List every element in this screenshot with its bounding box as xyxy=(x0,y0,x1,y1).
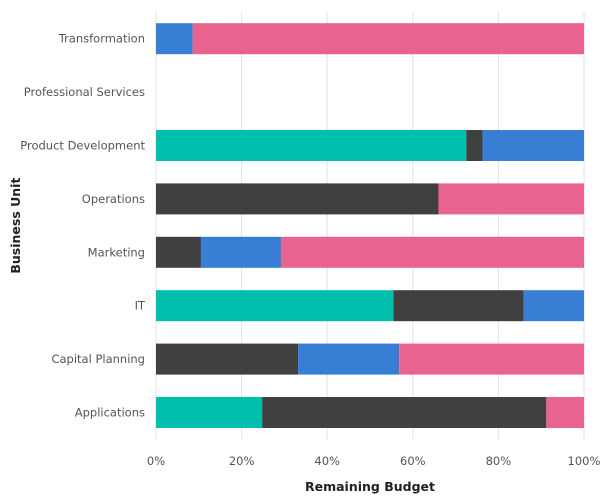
x-tick-0: 0% xyxy=(147,454,165,468)
bar-applications-series-2 xyxy=(262,397,547,428)
bar-product-development-series-2 xyxy=(466,130,483,161)
y-tick-labels: Transformation Professional Services Produ… xyxy=(20,32,146,420)
bar-product-development-series-3 xyxy=(482,130,584,161)
bar-transformation-series-3 xyxy=(156,23,193,55)
y-tick-capital-planning: Capital Planning xyxy=(51,352,145,366)
y-tick-marketing: Marketing xyxy=(88,245,145,259)
y-tick-it: IT xyxy=(135,299,146,313)
y-tick-professional-services: Professional Services xyxy=(24,85,145,99)
bar-operations-series-2 xyxy=(156,183,439,215)
x-tick-labels: 0% 20% 40% 60% 80% 100% xyxy=(147,454,601,468)
bars xyxy=(156,23,585,428)
gridlines xyxy=(155,12,585,440)
y-tick-applications: Applications xyxy=(75,406,145,420)
x-tick-1: 20% xyxy=(229,454,255,468)
y-tick-product-development: Product Development xyxy=(20,139,145,153)
bar-capital-planning-series-3 xyxy=(298,343,400,375)
bar-applications-series-4 xyxy=(546,397,584,428)
bar-transformation-series-4 xyxy=(192,23,585,55)
bar-it-series-3 xyxy=(523,290,584,322)
bar-applications-series-1 xyxy=(156,397,263,428)
bar-marketing-series-2 xyxy=(156,236,201,268)
bar-capital-planning-series-4 xyxy=(399,343,584,375)
y-tick-operations: Operations xyxy=(82,192,145,206)
x-tick-3: 60% xyxy=(400,454,426,468)
bar-marketing-series-4 xyxy=(280,236,584,268)
x-axis-title: Remaining Budget xyxy=(305,479,435,494)
bar-it-series-1 xyxy=(156,290,394,322)
x-tick-4: 80% xyxy=(486,454,512,468)
x-tick-2: 40% xyxy=(314,454,340,468)
bar-marketing-series-3 xyxy=(200,236,281,268)
y-axis-title: Business Unit xyxy=(8,178,23,274)
y-tick-transformation: Transformation xyxy=(58,32,145,46)
x-tick-5: 100% xyxy=(568,454,601,468)
bar-capital-planning-series-2 xyxy=(156,343,299,375)
bar-it-series-2 xyxy=(393,290,524,322)
bar-operations-series-4 xyxy=(438,183,584,215)
bar-product-development-series-1 xyxy=(156,130,467,161)
